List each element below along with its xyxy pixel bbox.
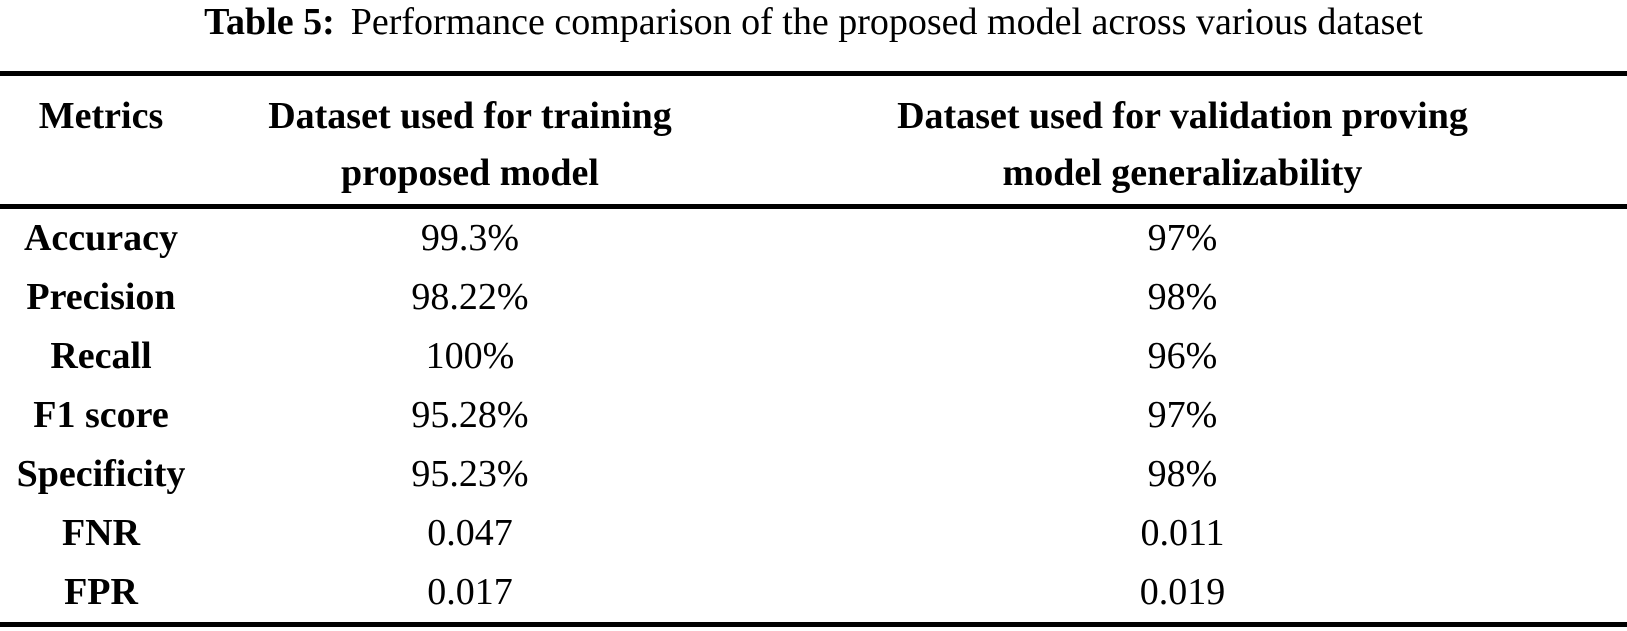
column-header-metrics: Metrics bbox=[0, 71, 202, 209]
metric-label: F1 score bbox=[33, 394, 169, 436]
table-header: Metrics Dataset used for training propos… bbox=[0, 71, 1627, 209]
training-value: 99.3% bbox=[420, 217, 520, 259]
training-value: 100% bbox=[425, 335, 515, 377]
table-caption-label: Table 5: bbox=[204, 1, 335, 43]
column-header-metrics-label: Metrics bbox=[38, 95, 164, 137]
validation-value: 98% bbox=[1147, 453, 1218, 495]
table-caption: Table 5: Performance comparison of the pr… bbox=[0, 0, 1627, 71]
table-body: Accuracy 99.3% 97% Precision 98.22% 98% … bbox=[0, 207, 1627, 627]
training-value: 95.28% bbox=[411, 394, 529, 436]
validation-value: 96% bbox=[1147, 335, 1218, 377]
table-row-f1-score: F1 score 95.28% 97% bbox=[0, 386, 1627, 445]
table-row-accuracy: Accuracy 99.3% 97% bbox=[0, 207, 1627, 269]
column-header-training-dataset: Dataset used for training proposed model bbox=[202, 71, 738, 209]
training-value: 0.017 bbox=[202, 563, 738, 627]
metric-label: FPR bbox=[0, 563, 202, 627]
column-header-validation-line2: model generalizability bbox=[1002, 152, 1363, 194]
validation-value: 97% bbox=[1147, 394, 1218, 436]
metric-label: Specificity bbox=[16, 453, 186, 495]
column-header-validation-line1: Dataset used for validation proving bbox=[897, 95, 1468, 137]
column-header-validation-dataset: Dataset used for validation proving mode… bbox=[738, 71, 1627, 209]
validation-value: 0.019 bbox=[738, 563, 1627, 627]
metric-label: FNR bbox=[61, 512, 141, 554]
validation-value: 98% bbox=[1147, 276, 1218, 318]
header-row: Metrics Dataset used for training propos… bbox=[0, 71, 1627, 209]
training-value: 0.047 bbox=[427, 512, 513, 554]
training-value: 98.22% bbox=[411, 276, 529, 318]
validation-value: 0.011 bbox=[1140, 512, 1225, 554]
table-row-recall: Recall 100% 96% bbox=[0, 327, 1627, 386]
column-header-training-line2: proposed model bbox=[341, 152, 599, 194]
table-row-precision: Precision 98.22% 98% bbox=[0, 268, 1627, 327]
validation-value: 97% bbox=[1147, 217, 1218, 259]
metric-label: Precision bbox=[26, 276, 176, 318]
table-row-specificity: Specificity 95.23% 98% bbox=[0, 445, 1627, 504]
metric-label: Accuracy bbox=[23, 217, 179, 259]
table-caption-text: Performance comparison of the proposed m… bbox=[350, 1, 1423, 43]
table-row-fpr: FPR 0.017 0.019 bbox=[0, 563, 1627, 627]
training-value: 95.23% bbox=[411, 453, 529, 495]
performance-table: Metrics Dataset used for training propos… bbox=[0, 71, 1627, 627]
table-row-fnr: FNR 0.047 0.011 bbox=[0, 504, 1627, 563]
metric-label: Recall bbox=[50, 335, 152, 377]
column-header-training-line1: Dataset used for training bbox=[268, 95, 672, 137]
